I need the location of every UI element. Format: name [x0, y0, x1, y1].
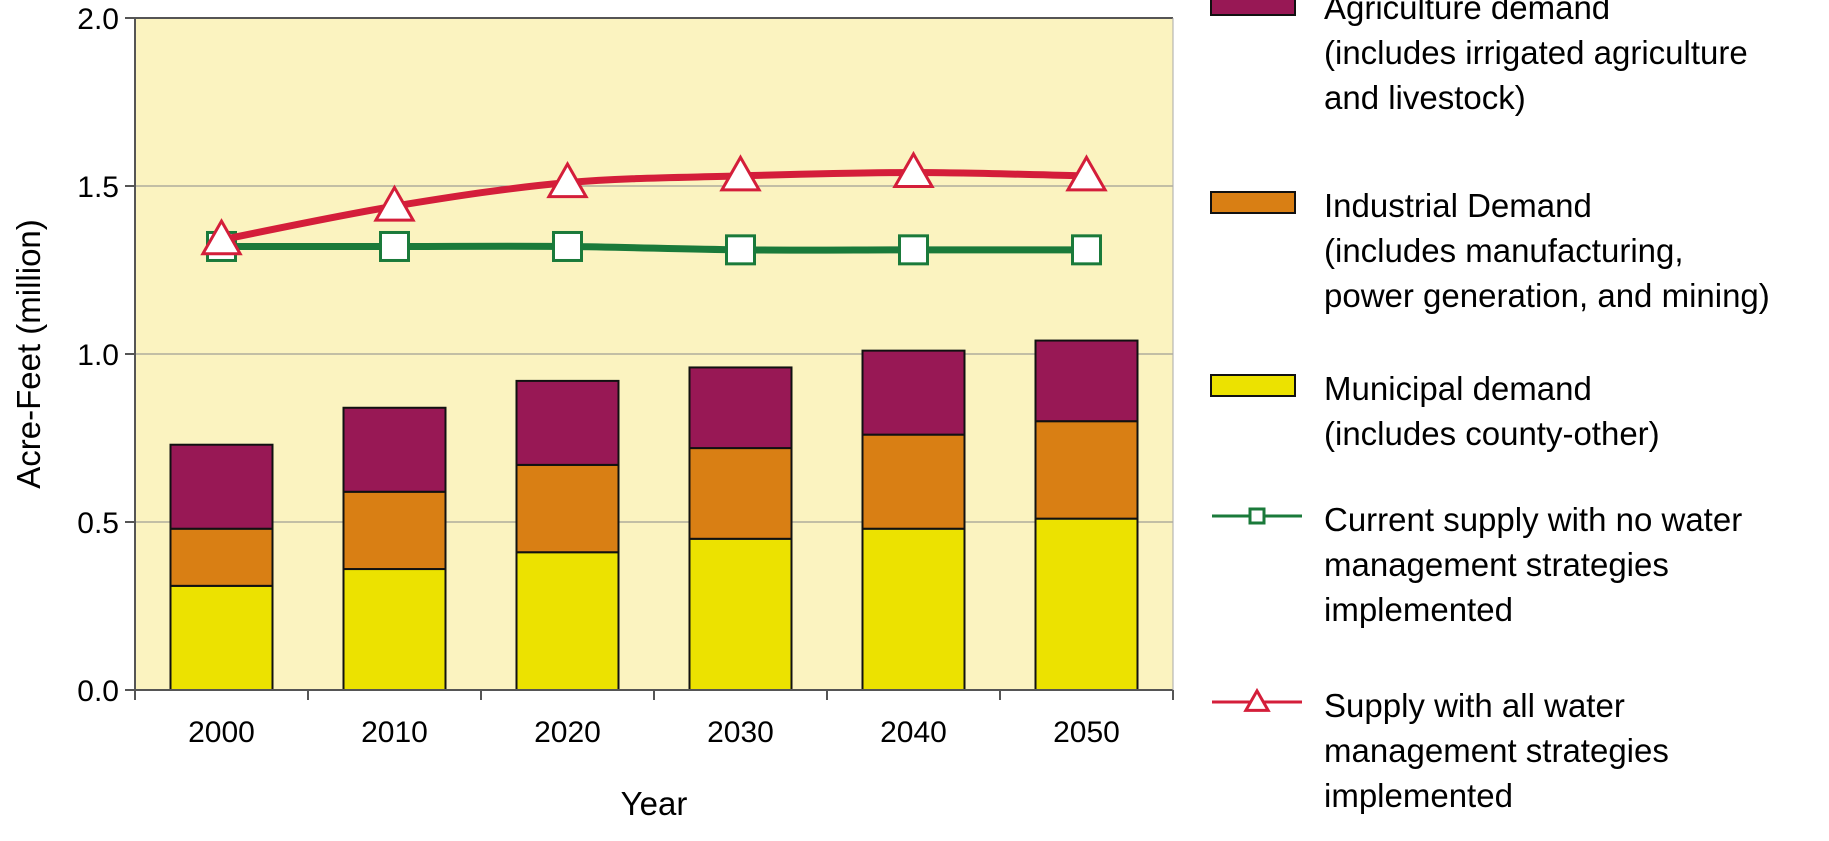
bar-segment: [688, 447, 793, 540]
y-tick-label: 1.0: [77, 339, 119, 372]
bar-segment: [861, 349, 966, 436]
square-marker: [1071, 234, 1102, 266]
bar-segment: [861, 433, 966, 530]
y-tick-label: 2.0: [77, 3, 119, 36]
bar-segment: [1034, 420, 1139, 520]
bar-segment: [169, 527, 274, 587]
bar-segment: [342, 568, 447, 691]
legend-color-box: [1210, 0, 1296, 16]
square-marker: [1248, 507, 1266, 525]
triangle-marker: [1243, 687, 1271, 712]
bar-segment: [861, 527, 966, 691]
y-axis-title: Acre-Feet (million): [10, 219, 47, 489]
bar-segment: [169, 584, 274, 692]
legend-swatch: [1210, 0, 1296, 16]
bar-segment: [515, 463, 620, 554]
bar-segment: [1034, 517, 1139, 692]
bar-segment: [515, 379, 620, 466]
x-tick-label: 2040: [880, 716, 947, 749]
legend-swatch: [1210, 191, 1296, 214]
supply-lines: [200, 150, 1108, 266]
square-marker: [898, 234, 929, 266]
legend-label: Current supply with no water management …: [1324, 501, 1743, 628]
legend-color-box: [1210, 374, 1296, 397]
x-tick-label: 2020: [534, 716, 601, 749]
legend-line-marker: [1212, 687, 1302, 712]
y-tick-label: 0.0: [77, 675, 119, 708]
legend-swatch: [1210, 374, 1296, 397]
y-tick-label: 0.5: [77, 507, 119, 540]
x-tick-label: 2050: [1053, 716, 1120, 749]
triangle-marker: [546, 161, 589, 199]
tick-labels: 0.0 0.5 1.0 1.5 2.0 2000 2010 2020 2030 2040 2050: [77, 3, 1120, 749]
axes: [134, 17, 1174, 700]
x-tick-label: 2030: [707, 716, 774, 749]
bar-segment: [342, 406, 447, 493]
square-marker: [725, 234, 756, 266]
legend-label: Industrial Demand (includes manufacturin…: [1324, 187, 1770, 314]
bar-segment: [688, 366, 793, 450]
legend-label: Agriculture demand (includes irrigated a…: [1324, 0, 1748, 116]
bars: [169, 339, 1139, 692]
triangle-marker: [1065, 154, 1108, 192]
current-supply-line: [221, 242, 1087, 254]
bar-segment: [515, 551, 620, 691]
legend-label: Municipal demand (includes county-other): [1324, 370, 1660, 452]
triangle-marker: [200, 218, 243, 256]
square-marker: [379, 230, 410, 262]
y-tick-label: 1.5: [77, 171, 119, 204]
x-tick-label: 2010: [361, 716, 428, 749]
bar-segment: [1034, 339, 1139, 423]
triangle-marker: [373, 184, 416, 222]
strategies-supply-line: [220, 169, 1087, 244]
triangle-marker: [892, 150, 935, 189]
bar-segment: [342, 490, 447, 571]
x-axis-title: Year: [621, 785, 688, 822]
legend-color-box: [1210, 191, 1296, 214]
legend-line-marker: [1212, 507, 1302, 525]
square-marker: [552, 230, 583, 262]
bar-segment: [688, 537, 793, 691]
triangle-marker: [719, 154, 762, 192]
bar-segment: [169, 443, 274, 530]
x-tick-label: 2000: [188, 716, 255, 749]
legend-label: Supply with all water management strateg…: [1324, 687, 1669, 814]
